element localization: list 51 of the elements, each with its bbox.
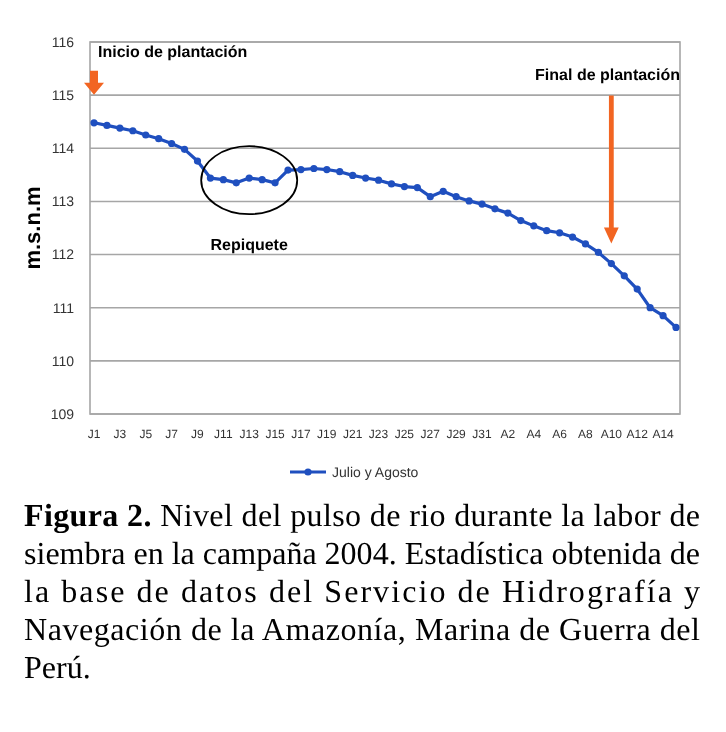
point — [142, 131, 150, 139]
point — [310, 164, 318, 173]
point — [607, 260, 615, 268]
point — [439, 187, 447, 195]
point — [504, 209, 512, 217]
point — [168, 139, 176, 148]
point — [478, 200, 486, 208]
point — [349, 171, 357, 179]
point — [543, 227, 551, 235]
point — [336, 168, 344, 176]
point — [465, 197, 473, 205]
point — [206, 174, 214, 182]
point — [633, 285, 641, 293]
point — [413, 184, 421, 192]
point — [245, 174, 253, 182]
point — [103, 121, 111, 130]
point — [271, 179, 279, 187]
point — [491, 205, 499, 213]
point — [400, 182, 408, 191]
point — [659, 312, 667, 320]
point — [387, 180, 396, 188]
point — [672, 323, 680, 331]
point — [193, 157, 202, 165]
point — [452, 193, 460, 201]
point — [556, 229, 564, 237]
point — [180, 145, 189, 153]
point — [568, 233, 577, 241]
point — [362, 174, 370, 182]
point — [116, 124, 124, 132]
point — [284, 166, 292, 174]
point — [129, 127, 137, 135]
point — [90, 119, 98, 127]
point — [297, 165, 305, 174]
point — [219, 176, 227, 184]
point — [426, 193, 434, 201]
point — [258, 176, 266, 184]
y-axis-title: m.s.n.m — [22, 186, 46, 270]
point — [620, 272, 628, 280]
point — [517, 216, 525, 225]
point — [530, 222, 538, 230]
point — [232, 179, 240, 187]
annotation: Repiquete — [210, 236, 289, 255]
text: Figura 2. Nivel del pulso de rio durante la labor de siembra en la campaña 2004. Estadística obtenida de la base de datos del Servicio de Hidrografía y Navegación de la Amazonía, Marina de Guerra del Perú. — [24, 500, 702, 686]
point — [155, 135, 163, 143]
point — [374, 176, 383, 184]
annotation: Inicio de plantación — [98, 42, 248, 61]
annotation: Final de plantación — [535, 65, 681, 84]
point — [594, 248, 602, 257]
point — [323, 165, 331, 174]
point — [646, 304, 654, 312]
point — [581, 240, 590, 248]
